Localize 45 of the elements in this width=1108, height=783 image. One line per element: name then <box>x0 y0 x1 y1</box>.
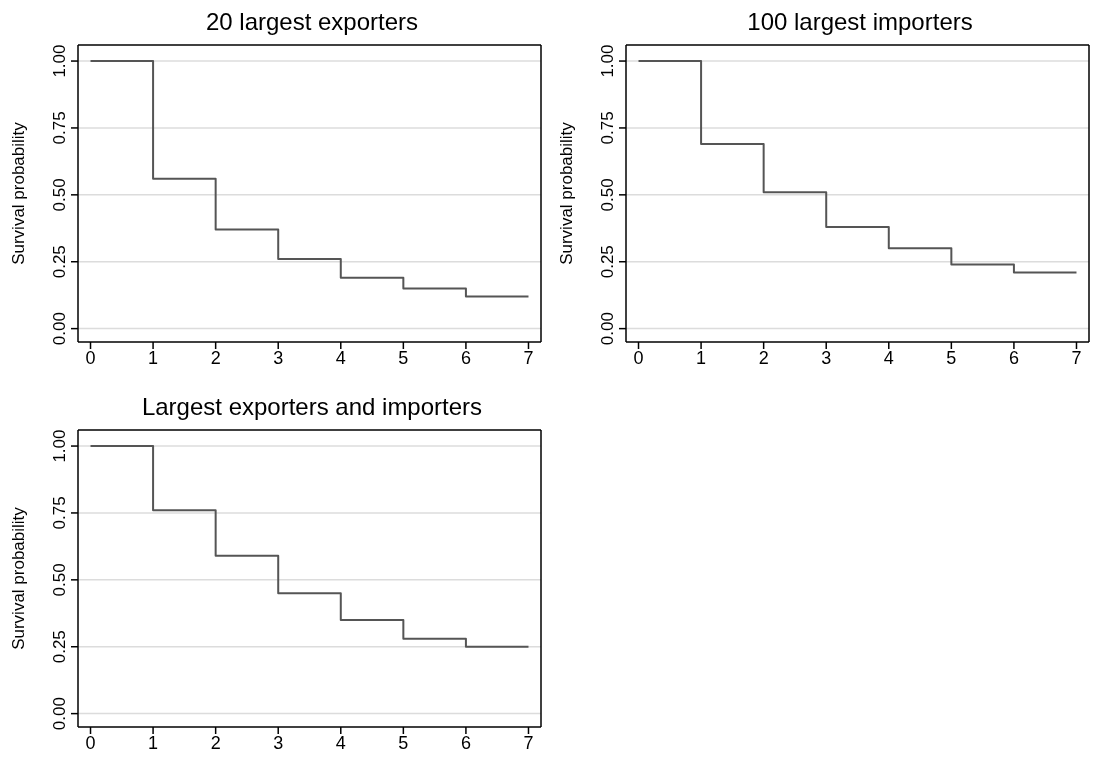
y-tick-label: 0.25 <box>598 245 617 279</box>
x-tick-label: 5 <box>398 732 409 753</box>
x-tick-label: 6 <box>1008 347 1019 368</box>
chart-title: 20 largest exporters <box>204 8 420 37</box>
y-tick-label: 0.25 <box>50 630 69 664</box>
y-axis-title: Survival probability <box>9 506 29 650</box>
x-tick-label: 3 <box>273 732 284 753</box>
y-tick-label: 0.00 <box>50 697 69 731</box>
x-tick-label: 1 <box>696 347 707 368</box>
y-tick-label: 1.00 <box>598 44 617 78</box>
chart-title: 100 largest importers <box>746 8 974 37</box>
y-tick-label: 1.00 <box>50 429 69 463</box>
x-tick-label: 7 <box>523 732 534 753</box>
x-tick-label: 0 <box>85 347 96 368</box>
x-tick-label: 2 <box>210 732 221 753</box>
x-tick-label: 5 <box>946 347 957 368</box>
x-tick-label: 6 <box>460 347 471 368</box>
x-tick-label: 3 <box>273 347 284 368</box>
y-axis-title: Survival probability <box>9 121 29 265</box>
y-tick-label: 0.50 <box>50 178 69 212</box>
y-tick-label: 0.00 <box>598 312 617 346</box>
chart-title: Largest exporters and importers <box>140 393 484 422</box>
x-tick-label: 5 <box>398 347 409 368</box>
y-tick-label: 0.50 <box>598 178 617 212</box>
y-tick-label: 1.00 <box>50 44 69 78</box>
y-tick-label: 0.75 <box>50 496 69 530</box>
x-tick-label: 4 <box>335 347 346 368</box>
x-tick-label: 4 <box>883 347 894 368</box>
x-tick-label: 0 <box>633 347 644 368</box>
x-tick-label: 1 <box>148 347 159 368</box>
x-tick-label: 3 <box>821 347 832 368</box>
x-tick-label: 4 <box>335 732 346 753</box>
y-tick-label: 0.25 <box>50 245 69 279</box>
x-tick-label: 7 <box>1071 347 1082 368</box>
y-tick-label: 0.50 <box>50 563 69 597</box>
x-tick-label: 2 <box>758 347 769 368</box>
x-tick-label: 2 <box>210 347 221 368</box>
x-tick-label: 7 <box>523 347 534 368</box>
y-tick-label: 0.00 <box>50 312 69 346</box>
x-tick-label: 6 <box>460 732 471 753</box>
x-tick-label: 1 <box>148 732 159 753</box>
x-tick-label: 0 <box>85 732 96 753</box>
y-axis-title: Survival probability <box>557 121 577 265</box>
y-tick-label: 0.75 <box>598 111 617 145</box>
y-tick-label: 0.75 <box>50 111 69 145</box>
